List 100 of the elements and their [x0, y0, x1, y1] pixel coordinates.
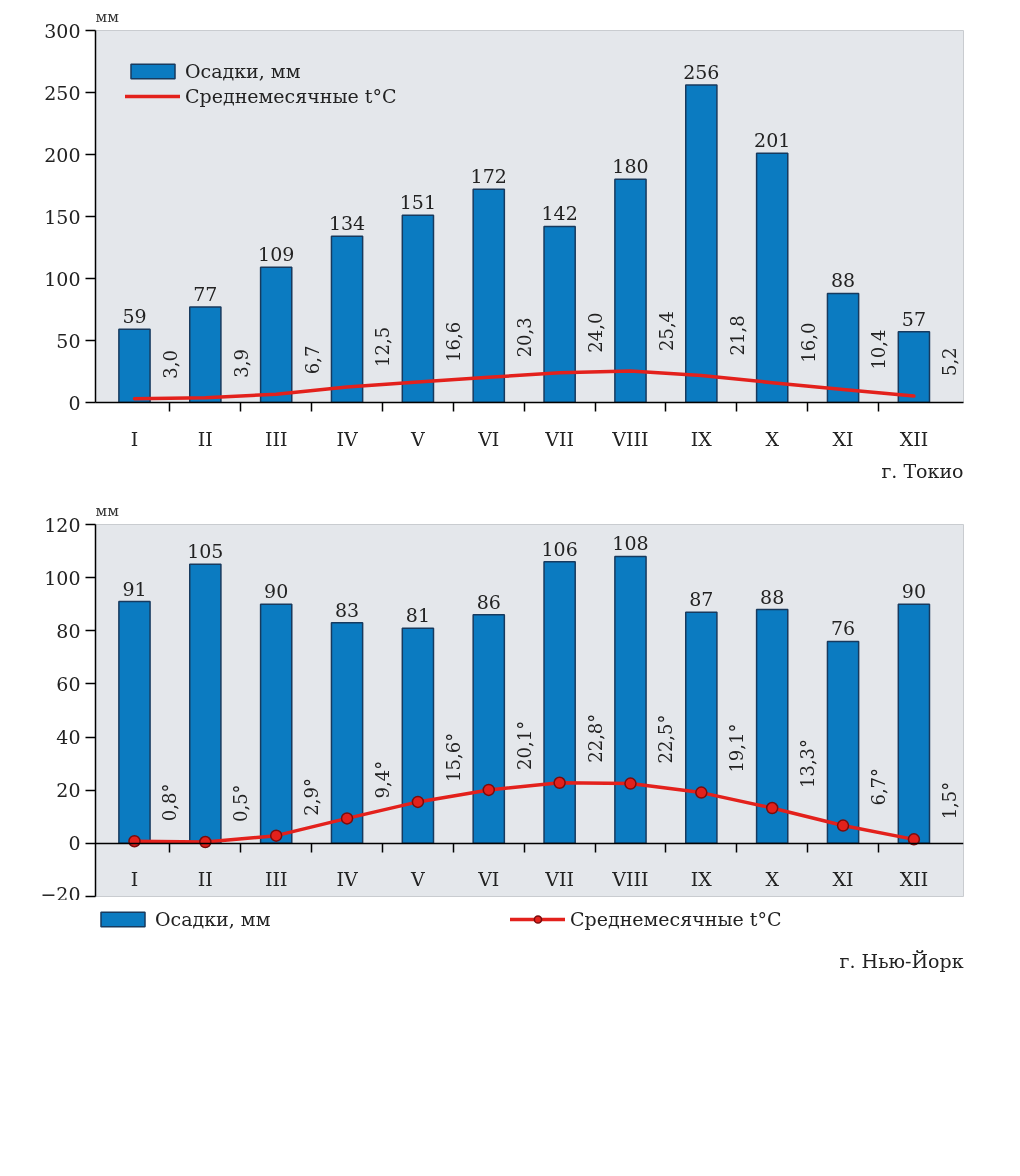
point — [765, 801, 779, 815]
x-tick-label: II — [197, 868, 213, 891]
legend-label: Среднемесячные t°C — [185, 85, 397, 107]
data-label: 22,5° — [655, 714, 677, 764]
data-label: 90 — [264, 580, 289, 603]
point — [269, 829, 283, 842]
point — [411, 795, 425, 809]
point — [907, 833, 921, 846]
bar — [259, 266, 293, 403]
y-tick-label: 120 — [44, 513, 81, 536]
data-label: 22,8° — [584, 713, 606, 763]
data-label: 76 — [830, 617, 856, 640]
data-label: 21,8 — [726, 315, 748, 356]
x-tick-label: I — [130, 427, 139, 450]
data-label: 88 — [760, 585, 785, 608]
y-tick-label: 50 — [56, 329, 81, 352]
x-tick-label: VI — [477, 868, 500, 891]
y-tick-label: 100 — [44, 267, 81, 290]
data-label: 6,7 — [301, 345, 323, 375]
bar — [755, 608, 789, 845]
y-tick-label: 300 — [44, 19, 81, 42]
data-label: 77 — [193, 283, 218, 306]
x-tick-label: XII — [899, 427, 929, 450]
data-label: 57 — [901, 307, 926, 330]
x-tick-label: VII — [544, 868, 574, 891]
y-tick-label: 200 — [44, 143, 81, 166]
data-label: 13,3° — [797, 738, 819, 789]
data-label: 83 — [334, 598, 360, 621]
x-tick-label: IX — [690, 868, 713, 891]
bar — [472, 188, 506, 403]
data-label: 142 — [541, 202, 578, 225]
y-tick-label: 150 — [44, 205, 81, 228]
legend-label: Осадки, мм — [155, 908, 272, 930]
bar — [897, 331, 931, 403]
data-label: 12,5 — [372, 326, 394, 367]
x-tick-label: IX — [690, 427, 713, 450]
y-tick-label: 20 — [56, 779, 81, 802]
bar — [118, 600, 151, 845]
x-tick-label: XI — [832, 427, 854, 450]
point — [128, 834, 141, 848]
x-tick-label: XII — [899, 868, 929, 891]
data-label: 180 — [612, 155, 649, 178]
bar — [330, 622, 364, 845]
bar — [826, 640, 860, 845]
bar — [614, 178, 647, 403]
bar — [684, 84, 718, 403]
y-axis-title: мм — [95, 501, 120, 520]
bar — [897, 603, 931, 845]
point — [340, 812, 354, 825]
x-tick-label: VI — [477, 427, 500, 450]
x-tick-label: V — [410, 427, 426, 450]
data-label: 172 — [470, 165, 507, 188]
bar — [614, 555, 647, 845]
x-tick-label: III — [264, 427, 288, 450]
data-label: 5,2 — [939, 347, 961, 377]
data-label: 16,6 — [443, 321, 465, 362]
x-tick-label: IV — [336, 868, 358, 891]
data-label: 201 — [754, 129, 791, 152]
y-tick-label: 0 — [68, 832, 81, 855]
data-label: 20,1° — [513, 720, 535, 770]
x-tick-label: III — [264, 868, 288, 891]
point — [695, 786, 708, 799]
data-label: 87 — [689, 588, 714, 611]
data-label: 10,4 — [868, 329, 890, 370]
data-label: 108 — [612, 532, 649, 555]
bar — [755, 152, 789, 403]
x-tick-label: XI — [832, 868, 854, 891]
data-label: 151 — [399, 191, 437, 214]
data-label: 3,9 — [230, 349, 252, 378]
data-label: 25,4 — [655, 310, 677, 351]
bar — [543, 225, 576, 403]
point — [482, 783, 496, 797]
x-tick-label: I — [130, 868, 139, 891]
bar — [259, 603, 293, 845]
bar — [472, 614, 506, 845]
point — [836, 819, 850, 832]
x-tick-label: VII — [544, 427, 574, 450]
data-label: 19,1° — [726, 723, 748, 773]
data-label: 88 — [830, 269, 856, 292]
y-tick-label: 40 — [56, 726, 81, 749]
data-label: 106 — [541, 537, 578, 560]
bar — [118, 328, 151, 403]
x-tick-label: IV — [336, 427, 358, 450]
legend-label: Осадки, мм — [185, 60, 301, 82]
x-tick-label: X — [765, 868, 780, 891]
x-tick-label: II — [197, 427, 213, 450]
data-label: 6,7° — [867, 767, 889, 806]
data-label: 2,9° — [301, 778, 323, 816]
text: г. Нью-Йорк — [839, 949, 964, 972]
bar — [684, 611, 718, 845]
data-label: 1,5° — [938, 781, 960, 820]
legend-label: Среднемесячные t°C — [570, 908, 783, 930]
data-label: 86 — [476, 590, 501, 613]
x-tick-label: VIII — [611, 868, 649, 891]
data-label: 3,0 — [159, 350, 181, 379]
y-tick-label: 60 — [56, 672, 81, 695]
point — [553, 776, 566, 790]
bar — [826, 292, 860, 403]
y-axis-title: мм — [95, 7, 120, 26]
data-label: 134 — [328, 212, 366, 235]
